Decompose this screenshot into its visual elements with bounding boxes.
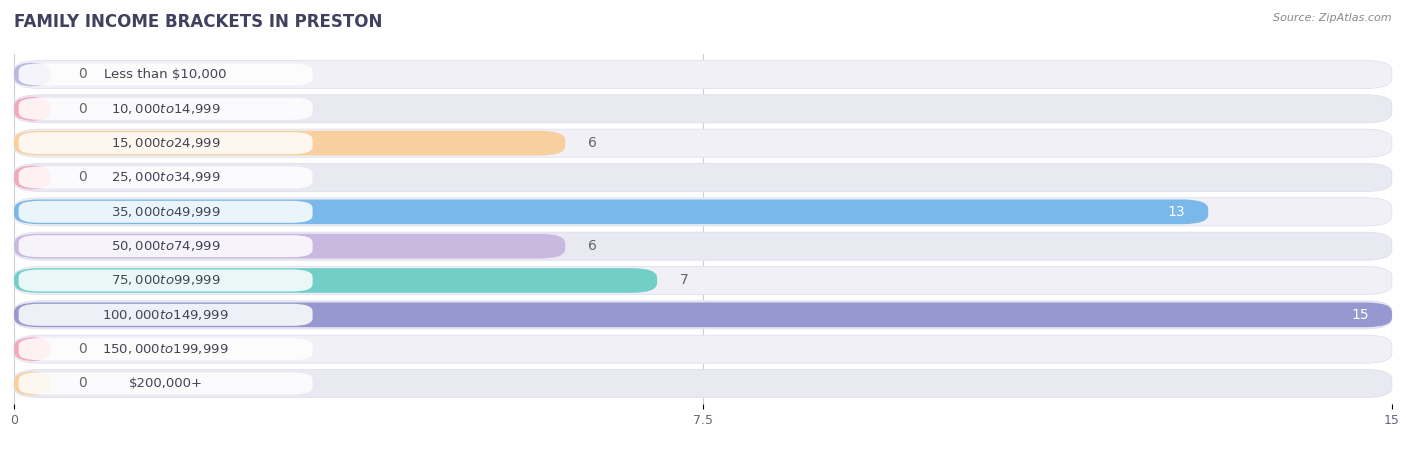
FancyBboxPatch shape [18, 132, 312, 154]
Text: $150,000 to $199,999: $150,000 to $199,999 [103, 342, 229, 356]
Text: 7: 7 [681, 273, 689, 287]
FancyBboxPatch shape [14, 163, 1392, 192]
Text: $25,000 to $34,999: $25,000 to $34,999 [111, 171, 221, 185]
Text: 0: 0 [79, 377, 87, 391]
FancyBboxPatch shape [14, 62, 51, 87]
FancyBboxPatch shape [14, 370, 1392, 397]
Text: 15: 15 [1351, 308, 1369, 322]
FancyBboxPatch shape [14, 337, 51, 361]
Text: $50,000 to $74,999: $50,000 to $74,999 [111, 239, 221, 253]
Text: 0: 0 [79, 342, 87, 356]
Text: 0: 0 [79, 102, 87, 116]
Text: Less than $10,000: Less than $10,000 [104, 68, 226, 81]
Text: $200,000+: $200,000+ [128, 377, 202, 390]
FancyBboxPatch shape [18, 338, 312, 360]
FancyBboxPatch shape [18, 63, 312, 85]
FancyBboxPatch shape [14, 129, 1392, 157]
FancyBboxPatch shape [14, 268, 657, 293]
FancyBboxPatch shape [14, 95, 1392, 123]
Text: Source: ZipAtlas.com: Source: ZipAtlas.com [1274, 13, 1392, 23]
Text: 6: 6 [588, 239, 598, 253]
FancyBboxPatch shape [14, 303, 1392, 327]
FancyBboxPatch shape [18, 201, 312, 223]
FancyBboxPatch shape [14, 232, 1392, 260]
Text: $15,000 to $24,999: $15,000 to $24,999 [111, 136, 221, 150]
FancyBboxPatch shape [14, 165, 51, 190]
FancyBboxPatch shape [14, 301, 1392, 329]
FancyBboxPatch shape [14, 234, 565, 259]
FancyBboxPatch shape [14, 198, 1392, 226]
FancyBboxPatch shape [18, 98, 312, 120]
FancyBboxPatch shape [14, 61, 1392, 88]
FancyBboxPatch shape [18, 304, 312, 326]
FancyBboxPatch shape [14, 97, 51, 121]
FancyBboxPatch shape [14, 199, 1208, 224]
Text: 0: 0 [79, 67, 87, 81]
FancyBboxPatch shape [18, 167, 312, 189]
Text: $10,000 to $14,999: $10,000 to $14,999 [111, 102, 221, 116]
Text: $75,000 to $99,999: $75,000 to $99,999 [111, 273, 221, 287]
FancyBboxPatch shape [18, 269, 312, 291]
Text: $35,000 to $49,999: $35,000 to $49,999 [111, 205, 221, 219]
Text: 0: 0 [79, 171, 87, 185]
FancyBboxPatch shape [14, 131, 565, 155]
FancyBboxPatch shape [14, 335, 1392, 363]
FancyBboxPatch shape [14, 371, 51, 396]
FancyBboxPatch shape [14, 266, 1392, 295]
Text: FAMILY INCOME BRACKETS IN PRESTON: FAMILY INCOME BRACKETS IN PRESTON [14, 13, 382, 31]
Text: 6: 6 [588, 136, 598, 150]
Text: $100,000 to $149,999: $100,000 to $149,999 [103, 308, 229, 322]
FancyBboxPatch shape [18, 373, 312, 395]
FancyBboxPatch shape [18, 235, 312, 257]
Text: 13: 13 [1167, 205, 1185, 219]
